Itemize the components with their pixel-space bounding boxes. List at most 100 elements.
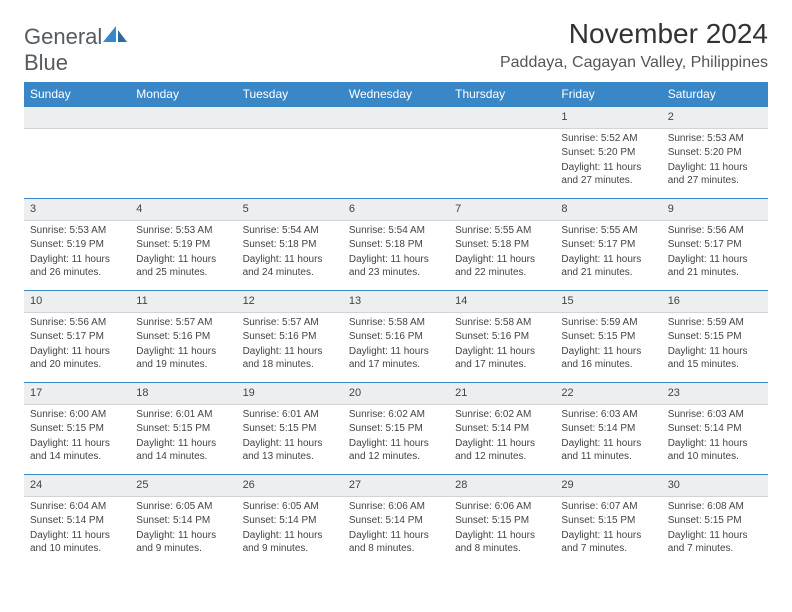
logo-text: General Blue [24, 24, 128, 76]
sunrise-text: Sunrise: 6:07 AM [561, 500, 655, 514]
sunrise-text: Sunrise: 5:55 AM [561, 224, 655, 238]
sunrise-text: Sunrise: 6:01 AM [243, 408, 337, 422]
sunrise-text: Sunrise: 6:01 AM [136, 408, 230, 422]
sunset-text: Sunset: 5:15 PM [136, 422, 230, 436]
daylight-text: Daylight: 11 hours and 10 minutes. [30, 529, 124, 556]
sunset-text: Sunset: 5:19 PM [30, 238, 124, 252]
day-number: 2 [662, 106, 768, 129]
day-header: Friday [555, 82, 661, 106]
day-number: 15 [555, 290, 661, 313]
daylight-text: Daylight: 11 hours and 9 minutes. [243, 529, 337, 556]
sunrise-text: Sunrise: 6:03 AM [668, 408, 762, 422]
daylight-text: Daylight: 11 hours and 9 minutes. [136, 529, 230, 556]
day-content: Sunrise: 5:59 AMSunset: 5:15 PMDaylight:… [662, 313, 768, 379]
sunset-text: Sunset: 5:18 PM [455, 238, 549, 252]
sunset-text: Sunset: 5:17 PM [561, 238, 655, 252]
sunrise-text: Sunrise: 5:52 AM [561, 132, 655, 146]
calendar-cell [343, 106, 449, 198]
calendar-cell: 29Sunrise: 6:07 AMSunset: 5:15 PMDayligh… [555, 474, 661, 566]
day-content: Sunrise: 6:06 AMSunset: 5:15 PMDaylight:… [449, 497, 555, 563]
sunset-text: Sunset: 5:17 PM [668, 238, 762, 252]
daylight-text: Daylight: 11 hours and 21 minutes. [561, 253, 655, 280]
sunrise-text: Sunrise: 5:56 AM [30, 316, 124, 330]
daylight-text: Daylight: 11 hours and 25 minutes. [136, 253, 230, 280]
sunrise-text: Sunrise: 6:02 AM [349, 408, 443, 422]
day-number: 25 [130, 474, 236, 497]
day-content: Sunrise: 6:04 AMSunset: 5:14 PMDaylight:… [24, 497, 130, 563]
day-number: 27 [343, 474, 449, 497]
day-content: Sunrise: 6:03 AMSunset: 5:14 PMDaylight:… [555, 405, 661, 471]
sunset-text: Sunset: 5:14 PM [668, 422, 762, 436]
location: Paddaya, Cagayan Valley, Philippines [500, 54, 768, 72]
day-number: 11 [130, 290, 236, 313]
sunset-text: Sunset: 5:16 PM [243, 330, 337, 344]
day-number: 18 [130, 382, 236, 405]
sunset-text: Sunset: 5:16 PM [136, 330, 230, 344]
sunset-text: Sunset: 5:17 PM [30, 330, 124, 344]
day-number: 7 [449, 198, 555, 221]
sunset-text: Sunset: 5:15 PM [668, 514, 762, 528]
day-number: 4 [130, 198, 236, 221]
day-content: Sunrise: 5:54 AMSunset: 5:18 PMDaylight:… [237, 221, 343, 287]
sail-icon [102, 24, 128, 44]
daylight-text: Daylight: 11 hours and 17 minutes. [455, 345, 549, 372]
day-number: 19 [237, 382, 343, 405]
sunset-text: Sunset: 5:14 PM [136, 514, 230, 528]
day-content: Sunrise: 6:07 AMSunset: 5:15 PMDaylight:… [555, 497, 661, 563]
daylight-text: Daylight: 11 hours and 18 minutes. [243, 345, 337, 372]
calendar-row: 3Sunrise: 5:53 AMSunset: 5:19 PMDaylight… [24, 198, 768, 290]
calendar-cell: 27Sunrise: 6:06 AMSunset: 5:14 PMDayligh… [343, 474, 449, 566]
day-content: Sunrise: 5:55 AMSunset: 5:18 PMDaylight:… [449, 221, 555, 287]
calendar-cell: 12Sunrise: 5:57 AMSunset: 5:16 PMDayligh… [237, 290, 343, 382]
calendar-cell: 2Sunrise: 5:53 AMSunset: 5:20 PMDaylight… [662, 106, 768, 198]
sunrise-text: Sunrise: 6:05 AM [243, 500, 337, 514]
calendar-cell: 17Sunrise: 6:00 AMSunset: 5:15 PMDayligh… [24, 382, 130, 474]
daylight-text: Daylight: 11 hours and 14 minutes. [30, 437, 124, 464]
day-number: 16 [662, 290, 768, 313]
day-number: 10 [24, 290, 130, 313]
calendar-cell: 15Sunrise: 5:59 AMSunset: 5:15 PMDayligh… [555, 290, 661, 382]
daylight-text: Daylight: 11 hours and 12 minutes. [349, 437, 443, 464]
day-content: Sunrise: 6:02 AMSunset: 5:15 PMDaylight:… [343, 405, 449, 471]
sunrise-text: Sunrise: 5:54 AM [349, 224, 443, 238]
calendar-cell: 14Sunrise: 5:58 AMSunset: 5:16 PMDayligh… [449, 290, 555, 382]
calendar-cell: 13Sunrise: 5:58 AMSunset: 5:16 PMDayligh… [343, 290, 449, 382]
day-number: 21 [449, 382, 555, 405]
calendar-cell: 25Sunrise: 6:05 AMSunset: 5:14 PMDayligh… [130, 474, 236, 566]
sunset-text: Sunset: 5:20 PM [668, 146, 762, 160]
sunset-text: Sunset: 5:20 PM [561, 146, 655, 160]
day-header: Wednesday [343, 82, 449, 106]
daylight-text: Daylight: 11 hours and 8 minutes. [455, 529, 549, 556]
day-content: Sunrise: 6:03 AMSunset: 5:14 PMDaylight:… [662, 405, 768, 471]
daylight-text: Daylight: 11 hours and 22 minutes. [455, 253, 549, 280]
sunrise-text: Sunrise: 5:53 AM [668, 132, 762, 146]
day-number: 23 [662, 382, 768, 405]
sunrise-text: Sunrise: 5:58 AM [349, 316, 443, 330]
day-content: Sunrise: 5:52 AMSunset: 5:20 PMDaylight:… [555, 129, 661, 195]
day-header: Tuesday [237, 82, 343, 106]
calendar-cell: 4Sunrise: 5:53 AMSunset: 5:19 PMDaylight… [130, 198, 236, 290]
sunrise-text: Sunrise: 5:53 AM [136, 224, 230, 238]
day-number: 30 [662, 474, 768, 497]
logo-text-1: General [24, 24, 102, 49]
day-number: 5 [237, 198, 343, 221]
month-title: November 2024 [500, 18, 768, 50]
daylight-text: Daylight: 11 hours and 7 minutes. [668, 529, 762, 556]
day-number: 8 [555, 198, 661, 221]
day-number: 26 [237, 474, 343, 497]
sunset-text: Sunset: 5:15 PM [561, 514, 655, 528]
sunset-text: Sunset: 5:15 PM [30, 422, 124, 436]
day-content: Sunrise: 5:56 AMSunset: 5:17 PMDaylight:… [24, 313, 130, 379]
sunrise-text: Sunrise: 5:55 AM [455, 224, 549, 238]
day-header: Thursday [449, 82, 555, 106]
calendar-table: SundayMondayTuesdayWednesdayThursdayFrid… [24, 82, 768, 566]
sunset-text: Sunset: 5:15 PM [455, 514, 549, 528]
sunrise-text: Sunrise: 6:06 AM [455, 500, 549, 514]
daylight-text: Daylight: 11 hours and 17 minutes. [349, 345, 443, 372]
day-number: 20 [343, 382, 449, 405]
calendar-cell [237, 106, 343, 198]
calendar-cell: 5Sunrise: 5:54 AMSunset: 5:18 PMDaylight… [237, 198, 343, 290]
sunrise-text: Sunrise: 5:59 AM [561, 316, 655, 330]
calendar-cell: 21Sunrise: 6:02 AMSunset: 5:14 PMDayligh… [449, 382, 555, 474]
sunset-text: Sunset: 5:16 PM [455, 330, 549, 344]
